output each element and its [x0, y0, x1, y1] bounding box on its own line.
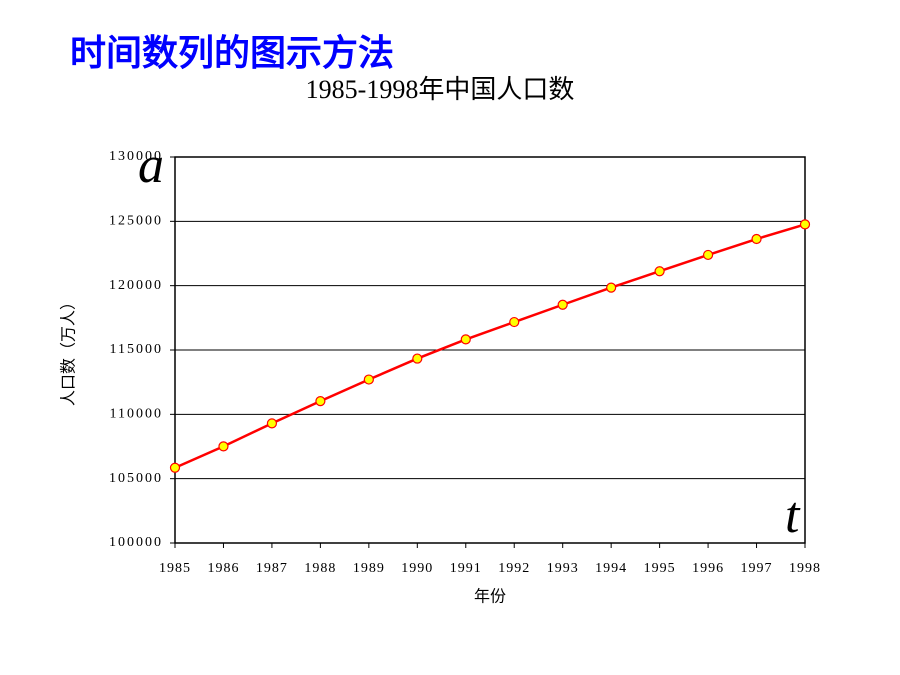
data-point	[266, 418, 278, 429]
x-axis-label: 年份	[474, 588, 506, 606]
x-tick-label: 1993	[547, 561, 579, 576]
x-tick-label: 1997	[741, 561, 773, 576]
y-axis-label: 人口数（万人）	[60, 294, 78, 406]
slide-heading: 时间数列的图示方法	[70, 33, 394, 74]
data-point	[702, 249, 714, 261]
y-tick-label: 100000	[109, 535, 163, 550]
x-tick-label: 1995	[644, 561, 676, 576]
data-point	[751, 233, 762, 245]
data-point	[509, 316, 520, 328]
y-symbol: a	[138, 137, 164, 194]
data-point	[654, 266, 665, 277]
x-symbol: t	[785, 487, 801, 544]
data-point	[363, 374, 374, 385]
data-point	[412, 353, 423, 364]
x-tick-label: 1985	[159, 561, 191, 576]
series-line	[174, 223, 806, 469]
y-tick-label: 105000	[109, 471, 163, 486]
data-point	[218, 441, 229, 452]
x-tick-label: 1988	[304, 561, 336, 576]
data-point	[799, 219, 811, 230]
x-tick-label: 1990	[401, 561, 433, 576]
y-tick-label: 115000	[110, 342, 163, 357]
x-tick-label: 1996	[692, 561, 724, 576]
data-point	[169, 462, 181, 473]
x-tick-label: 1986	[207, 561, 239, 576]
x-tick-label: 1994	[595, 561, 627, 576]
x-tick-label: 1987	[256, 561, 288, 576]
x-tick-label: 1989	[353, 561, 385, 576]
chart-title: 1985-1998年中国人口数	[306, 75, 575, 104]
y-tick-label: 125000	[109, 214, 163, 229]
y-tick-label: 110000	[110, 407, 163, 422]
y-tick-label: 130000	[109, 149, 163, 164]
data-point	[557, 299, 568, 310]
x-tick-label: 1991	[450, 561, 482, 576]
x-tick-label: 1998	[789, 561, 821, 576]
x-tick-label: 1992	[498, 561, 530, 576]
y-tick-label: 120000	[109, 278, 163, 293]
data-point	[606, 282, 617, 293]
data-point	[460, 334, 471, 345]
data-point	[315, 396, 326, 407]
